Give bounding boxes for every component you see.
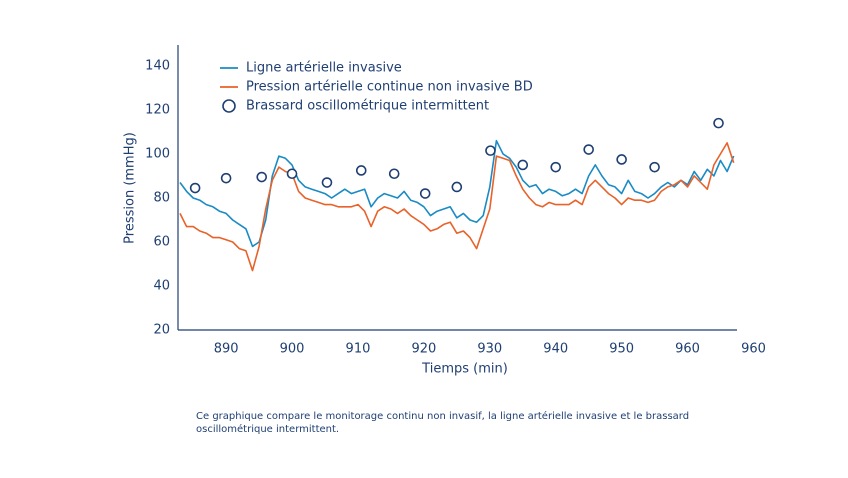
y-tick-label: 120	[145, 102, 170, 117]
x-tick-label: 910	[346, 342, 371, 357]
x-axis-label: Tiemps (min)	[421, 362, 508, 377]
y-tick-label: 20	[153, 323, 170, 338]
caption: Ce graphique compare le monitorage conti…	[196, 411, 690, 435]
x-tick-label: 950	[609, 342, 634, 357]
x-tick-label: 940	[543, 342, 568, 357]
cuff-point	[485, 145, 496, 156]
x-tick-label: 960	[675, 342, 700, 357]
x-tick-label: 890	[214, 342, 239, 357]
cuff-point	[321, 177, 333, 188]
y-tick-label: 140	[145, 58, 170, 73]
legend-label: Ligne artérielle invasive	[246, 61, 402, 76]
legend-marker	[222, 99, 236, 113]
cuff-point	[286, 168, 298, 180]
cuff-point	[517, 159, 529, 171]
y-tick-label: 60	[153, 234, 170, 249]
chart: Tiemps (min) Pression (mmHg) 20 40 60 80 100…	[123, 45, 766, 377]
legend-label: Pression artérielle continue non invasiv…	[246, 80, 533, 95]
y-tick-label: 100	[145, 146, 170, 161]
cuff-point	[451, 181, 463, 193]
x-tick-label: 920	[411, 342, 436, 357]
cuff-point	[713, 117, 724, 129]
x-tick-label: 930	[477, 342, 502, 357]
y-tick-label: 40	[153, 278, 170, 293]
x-tick-label: 960	[741, 342, 766, 357]
legend-label: Brassard oscillométrique intermittent	[246, 99, 489, 114]
cuff-point	[256, 171, 268, 183]
cuff-point	[583, 144, 594, 155]
x-tick-label: 900	[280, 342, 305, 357]
series-line	[179, 142, 735, 272]
series-line	[179, 139, 735, 248]
cuff-point	[355, 165, 367, 176]
cuff-point	[649, 161, 660, 173]
cuff-point	[220, 172, 232, 184]
y-axis-label: Pression (mmHg)	[123, 132, 138, 244]
cuff-point	[550, 161, 562, 173]
cuff-point	[388, 168, 400, 180]
page: {"chart_data": {"type": "line", "x_label…	[122, 45, 766, 435]
cuff-point	[616, 154, 627, 165]
y-tick-label: 80	[153, 190, 170, 205]
cuff-point	[419, 188, 431, 199]
cuff-point	[189, 182, 201, 194]
